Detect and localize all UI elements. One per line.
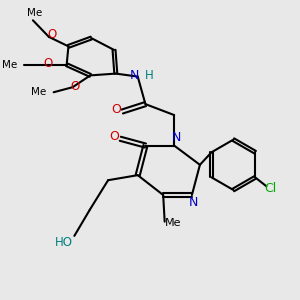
Text: H: H bbox=[145, 69, 153, 82]
Text: Me: Me bbox=[2, 60, 17, 70]
Text: Me: Me bbox=[165, 218, 182, 228]
Text: N: N bbox=[172, 131, 181, 144]
Text: Me: Me bbox=[27, 8, 42, 18]
Text: HO: HO bbox=[55, 236, 73, 249]
Text: Me: Me bbox=[31, 87, 46, 97]
Text: O: O bbox=[70, 80, 80, 93]
Text: N: N bbox=[130, 69, 139, 82]
Text: N: N bbox=[189, 196, 198, 209]
Text: O: O bbox=[48, 28, 57, 41]
Text: O: O bbox=[111, 103, 121, 116]
Text: O: O bbox=[43, 57, 52, 70]
Text: Cl: Cl bbox=[264, 182, 277, 195]
Text: O: O bbox=[109, 130, 119, 143]
